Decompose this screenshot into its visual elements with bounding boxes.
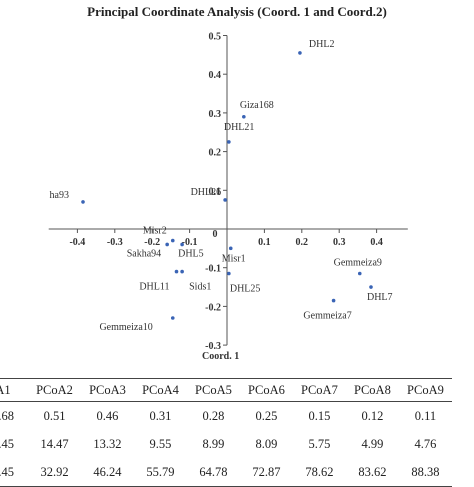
point-label: Giza168: [240, 100, 274, 111]
table-cell: 4.45: [0, 458, 29, 487]
point-label: Sakha94: [127, 248, 161, 259]
y-tick-label: 0.4: [209, 70, 222, 81]
table-row: 4.45 32.92 46.24 55.79 64.78 72.87 78.62…: [0, 458, 452, 487]
table-cell: 0.15: [308, 408, 331, 423]
table-cell: 14.47: [40, 436, 69, 451]
table-cell: 0.12: [361, 408, 384, 423]
table-cell: 13.32: [93, 436, 122, 451]
point-label: Gemmeiza7: [303, 311, 351, 322]
table-cell: 4.76: [414, 436, 437, 451]
table-row: 4.45 14.47 13.32 9.55 8.99 8.09 5.75 4.9…: [0, 430, 452, 458]
x-tick-label: 0.1: [258, 237, 271, 248]
point-label: DHL21: [224, 122, 255, 133]
table-header-cell: PCoA9: [398, 378, 452, 402]
data-point: [81, 200, 85, 204]
table-cell: 0.46: [96, 408, 119, 423]
data-point: [298, 51, 302, 55]
table-cell: 4.45: [0, 436, 14, 451]
data-point: [174, 269, 179, 274]
chart-title: Principal Coordinate Analysis (Coord. 1 …: [87, 4, 387, 19]
x-tick-label: -0.4: [69, 237, 85, 248]
table-cell: 5.75: [308, 436, 331, 451]
table-header-cell: PCoA7: [292, 378, 346, 402]
table-header-cell: A1: [0, 378, 29, 402]
table-cell: 64.78: [186, 458, 240, 487]
data-point: [331, 298, 336, 303]
table-cell: 0.25: [255, 408, 278, 423]
table-cell: 9.55: [149, 436, 172, 451]
table-cell: 78.62: [292, 458, 346, 487]
data-point: [170, 238, 175, 243]
data-point: [228, 246, 233, 251]
x-tick-label: -0.1: [182, 237, 198, 248]
point-label: Sids1: [189, 282, 211, 293]
point-label: DHL11: [139, 282, 169, 293]
y-tick-label: 0.2: [209, 148, 222, 159]
point-label: ha93: [50, 190, 69, 201]
table-cell: 8.09: [255, 436, 278, 451]
point-label: Gemmeiza9: [334, 258, 382, 269]
table-row: 0.68 0.51 0.46 0.31 0.28 0.25 0.15 0.12 …: [0, 402, 452, 431]
table-header-cell: PCoA2: [28, 378, 81, 402]
table-cell: 46.24: [81, 458, 134, 487]
y-tick-label: -0.2: [205, 302, 221, 313]
table-cell: 0.31: [149, 408, 172, 423]
data-point: [369, 285, 373, 289]
table-header-row: A1 PCoA2 PCoA3 PCoA4 PCoA5 PCoA6 PCoA7 P…: [0, 378, 452, 402]
data-point: [357, 271, 362, 276]
y-tick-label: 0.3: [209, 109, 222, 120]
data-points: DHL2 Giza168 DHL21 ha93 DHL26 Misr2 DHL5 Sakha9…: [50, 39, 393, 333]
y-tick-label: -0.3: [205, 341, 221, 352]
point-label: DHL25: [230, 284, 261, 295]
x-tick-label: 0.4: [370, 237, 383, 248]
axes: -0.4 -0.3 -0.2 -0.1 0.1 0.2 0.3 0.4 0 0.5 0.4 0.3 0.…: [48, 32, 408, 362]
table-cell: 83.62: [345, 458, 399, 487]
data-point: [180, 269, 184, 274]
table-header-cell: PCoA8: [345, 378, 399, 402]
x-tick-label: 0.2: [296, 237, 309, 248]
y-tick-label: 0.5: [209, 32, 222, 43]
data-point: [227, 271, 231, 276]
table-cell: 0.11: [414, 408, 437, 423]
origin-label: 0: [213, 229, 218, 240]
data-point: [227, 140, 231, 144]
pcoa-scatter-plot: -0.4 -0.3 -0.2 -0.1 0.1 0.2 0.3 0.4 0 0.5 0.4 0.3 0.…: [48, 32, 408, 362]
table-cell: 72.87: [239, 458, 293, 487]
x-tick-label: -0.2: [144, 237, 160, 248]
point-label: DHL7: [367, 292, 393, 303]
table-header-cell: PCoA6: [239, 378, 293, 402]
table-header-cell: PCoA3: [81, 378, 134, 402]
table-cell: 8.99: [202, 436, 225, 451]
data-point: [242, 114, 246, 119]
x-tick-label: 0.3: [333, 237, 346, 248]
table-cell: 0.51: [43, 408, 66, 423]
table-header-cell: PCoA5: [186, 378, 240, 402]
point-label: Misr2: [143, 226, 167, 237]
x-axis-label: Coord. 1: [202, 351, 239, 362]
table-cell: 55.79: [133, 458, 187, 487]
table-cell: 0.28: [202, 408, 225, 423]
table-cell: 32.92: [28, 458, 81, 487]
point-label: DHL26: [191, 187, 222, 198]
table-cell: 0.68: [0, 408, 14, 423]
data-point: [170, 316, 175, 320]
data-point: [223, 198, 227, 202]
point-label: Misr1: [222, 253, 246, 264]
table-cell: 88.38: [398, 458, 452, 487]
point-label: DHL2: [309, 39, 335, 50]
y-tick-label: 0.1: [209, 186, 222, 197]
point-label: Gemmeiza10: [99, 322, 152, 333]
data-point: [165, 242, 169, 247]
point-label: DHL5: [178, 248, 204, 259]
table-cell: 4.99: [361, 436, 384, 451]
x-tick-label: -0.3: [107, 237, 123, 248]
table-header-cell: PCoA4: [133, 378, 187, 402]
eigenvalue-table: A1 PCoA2 PCoA3 PCoA4 PCoA5 PCoA6 PCoA7 P…: [0, 378, 452, 487]
data-point: [180, 242, 184, 247]
y-tick-label: -0.1: [205, 264, 221, 275]
